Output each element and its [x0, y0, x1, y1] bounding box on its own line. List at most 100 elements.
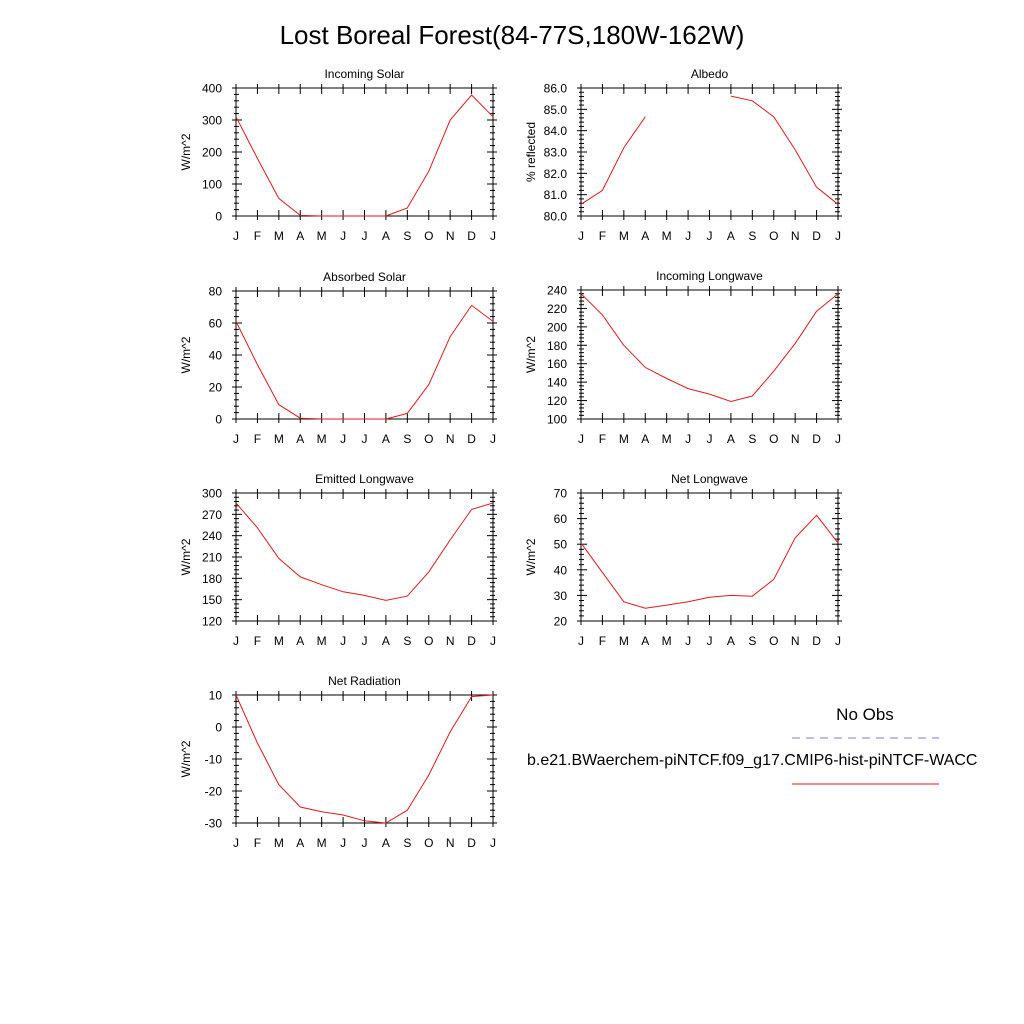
y-axis-label: W/m^2	[179, 133, 193, 170]
y-tick-label: 0	[215, 413, 222, 427]
x-tick-label: J	[340, 836, 346, 850]
y-tick-label: 200	[547, 320, 567, 334]
data-series-line	[580, 293, 839, 403]
data-series-line	[235, 502, 494, 601]
x-tick-label: F	[254, 634, 261, 648]
x-tick-label: A	[727, 634, 735, 648]
x-tick-label: S	[403, 836, 411, 850]
y-tick-label: -20	[205, 785, 223, 799]
x-tick-label: J	[685, 229, 691, 243]
x-tick-label: J	[340, 229, 346, 243]
x-tick-label: O	[424, 229, 433, 243]
y-tick-label: 160	[547, 357, 567, 371]
x-tick-label: D	[467, 836, 476, 850]
tick-marks	[577, 84, 842, 220]
x-tick-label: J	[707, 229, 713, 243]
x-tick-label: A	[641, 229, 649, 243]
y-axis-label: W/m^2	[524, 538, 538, 575]
y-tick-label: 300	[202, 487, 222, 501]
y-tick-label: 180	[547, 339, 567, 353]
y-axis-label: W/m^2	[179, 336, 193, 373]
legend-obs-label: No Obs	[836, 705, 894, 724]
y-tick-label: 400	[202, 82, 222, 96]
tick-marks	[232, 287, 497, 423]
y-tick-label: 60	[209, 317, 223, 331]
y-axis-label: W/m^2	[179, 740, 193, 777]
y-axis-label: % reflected	[524, 122, 538, 182]
data-series-line	[580, 514, 839, 609]
x-tick-label: J	[362, 432, 368, 446]
x-tick-label: F	[599, 229, 606, 243]
x-tick-label: J	[340, 432, 346, 446]
x-tick-label: O	[769, 229, 778, 243]
x-tick-label: N	[791, 432, 800, 446]
x-tick-label: F	[254, 432, 261, 446]
x-tick-label: J	[233, 229, 239, 243]
plot-frame	[235, 290, 494, 420]
y-tick-label: 70	[554, 487, 568, 501]
y-tick-label: 60	[554, 512, 568, 526]
legend-lines	[792, 737, 939, 785]
plot-frame	[580, 289, 839, 420]
x-tick-label: O	[424, 634, 433, 648]
x-tick-label: J	[490, 634, 496, 648]
y-tick-label: 30	[554, 589, 568, 603]
chart-title: Incoming Solar	[324, 67, 404, 81]
x-tick-label: S	[748, 229, 756, 243]
x-tick-label: O	[769, 432, 778, 446]
x-tick-label: S	[403, 229, 411, 243]
x-tick-label: M	[274, 432, 284, 446]
chart-title: Emitted Longwave	[315, 472, 414, 486]
x-tick-label: J	[233, 634, 239, 648]
chart-title: Net Longwave	[671, 472, 748, 486]
plot-frame	[235, 87, 494, 217]
data-series-line	[235, 694, 494, 824]
tick-marks	[232, 691, 497, 827]
y-tick-label: 80.0	[544, 210, 568, 224]
chart-title: Absorbed Solar	[323, 270, 406, 284]
page-title: Lost Boreal Forest(84-77S,180W-162W)	[279, 20, 745, 50]
y-axis-label: W/m^2	[179, 538, 193, 575]
data-series-line	[235, 304, 494, 420]
x-tick-label: J	[362, 836, 368, 850]
y-tick-label: 0	[215, 721, 222, 735]
y-tick-label: 220	[547, 302, 567, 316]
y-tick-label: 81.0	[544, 188, 568, 202]
x-tick-label: A	[641, 432, 649, 446]
y-tick-label: 40	[209, 349, 223, 363]
y-tick-label: 240	[202, 529, 222, 543]
x-tick-label: J	[685, 432, 691, 446]
y-tick-label: 20	[209, 381, 223, 395]
tick-marks	[232, 489, 497, 625]
x-tick-label: D	[467, 634, 476, 648]
y-tick-label: 240	[547, 284, 567, 298]
y-axis-label: W/m^2	[524, 336, 538, 373]
y-tick-label: 300	[202, 114, 222, 128]
y-tick-label: 270	[202, 508, 222, 522]
x-tick-label: J	[578, 634, 584, 648]
x-tick-label: J	[578, 432, 584, 446]
y-tick-label: 120	[202, 615, 222, 629]
x-tick-label: J	[362, 229, 368, 243]
y-tick-label: 83.0	[544, 146, 568, 160]
x-tick-label: O	[424, 432, 433, 446]
x-tick-label: J	[233, 836, 239, 850]
x-tick-label: J	[233, 432, 239, 446]
x-tick-label: J	[340, 634, 346, 648]
x-tick-label: D	[467, 432, 476, 446]
x-tick-label: J	[490, 836, 496, 850]
x-tick-label: M	[619, 634, 629, 648]
x-tick-label: A	[727, 432, 735, 446]
x-tick-label: M	[274, 634, 284, 648]
plot-frame	[235, 492, 494, 622]
x-tick-label: J	[578, 229, 584, 243]
x-tick-label: M	[662, 229, 672, 243]
x-tick-label: M	[317, 836, 327, 850]
x-tick-label: M	[274, 836, 284, 850]
